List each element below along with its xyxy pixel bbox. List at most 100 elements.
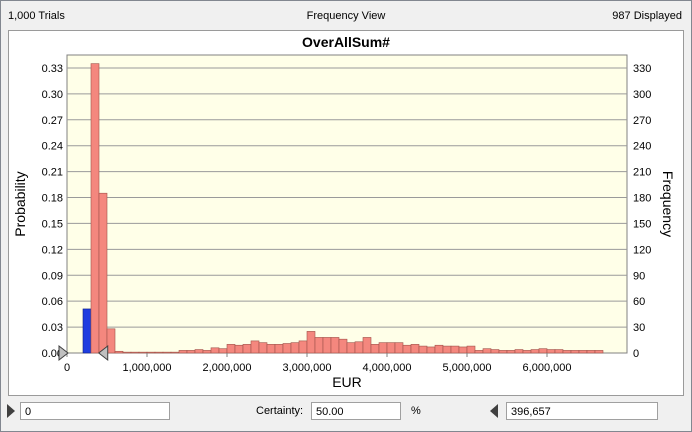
x-tick-label: 1,000,000 (123, 362, 172, 374)
trials-count: 1,000 Trials (8, 10, 65, 22)
histogram-bar (394, 342, 404, 354)
histogram-bar (498, 350, 508, 354)
left-grabber-icon (58, 344, 69, 362)
histogram-bar (122, 351, 132, 354)
y-tick-label-left: 0.30 (42, 89, 63, 101)
histogram-bar (450, 345, 460, 354)
histogram-bar (482, 348, 492, 354)
histogram-bar (570, 350, 580, 354)
histogram-bar (458, 346, 468, 354)
percent-label: % (411, 405, 421, 417)
x-tick-label: 4,000,000 (363, 362, 412, 374)
y-tick-label-right: 60 (633, 296, 645, 308)
histogram-bar (578, 350, 588, 354)
histogram-bar (242, 344, 252, 354)
histogram-bar (290, 342, 300, 354)
y-tick-label-left: 0.24 (42, 141, 63, 153)
histogram-bar (410, 344, 420, 354)
histogram-bar (354, 341, 364, 354)
histogram-bar (146, 351, 156, 354)
y-tick-label-right: 330 (633, 63, 651, 75)
histogram-bar (434, 344, 444, 354)
y-tick-label-right: 240 (633, 141, 651, 153)
histogram-bar (90, 63, 100, 354)
chart-panel: OverAllSum# 0.00 0 0.03 30 0.06 60 0.09 90 0.12 12… (8, 30, 684, 396)
y-axis-label-right: Frequency (660, 171, 676, 237)
lower-bound-input[interactable]: 0 (20, 402, 170, 420)
histogram-bar (442, 345, 452, 354)
y-tick-label-left: 0.00 (42, 348, 63, 360)
histogram-bar (170, 351, 180, 354)
x-tick-label: 0 (64, 362, 70, 374)
histogram-bar (362, 337, 372, 354)
upper-bound-input[interactable]: 396,657 (506, 402, 658, 420)
histogram-bar (202, 350, 212, 354)
histogram-bar (274, 344, 284, 354)
histogram-bar (594, 350, 604, 354)
right-grabber-icon (97, 344, 109, 362)
y-tick-label-left: 0.12 (42, 244, 63, 256)
plot-area (66, 54, 628, 354)
histogram-bar (322, 337, 332, 354)
histogram-bar (98, 192, 108, 354)
histogram-bar (586, 350, 596, 354)
y-tick-label-left: 0.06 (42, 296, 63, 308)
histogram-bar (250, 340, 260, 354)
histogram-bar (298, 340, 308, 354)
y-tick-label-left: 0.21 (42, 167, 63, 179)
histogram-bar (474, 350, 484, 354)
x-axis-label: EUR (332, 374, 362, 390)
y-tick-label-right: 300 (633, 89, 651, 101)
certainty-input[interactable]: 50.00 (311, 402, 401, 420)
histogram-bar (490, 349, 500, 354)
histogram-bar (330, 337, 340, 354)
y-tick-label-left: 0.03 (42, 322, 63, 334)
histogram-bar (266, 344, 276, 354)
histogram-bar (162, 351, 172, 354)
histogram-bar (418, 345, 428, 354)
histogram-bar (154, 351, 164, 354)
y-tick-label-right: 150 (633, 218, 651, 230)
histogram-bar (386, 342, 396, 354)
histogram-bar (402, 344, 412, 354)
histogram-bar (562, 350, 572, 354)
y-tick-label-right: 210 (633, 167, 651, 179)
histogram-bar (338, 338, 348, 354)
histogram-bar (514, 349, 524, 354)
histogram-bar (378, 342, 388, 354)
histogram-bar (506, 350, 516, 354)
histogram-bar (538, 348, 548, 354)
y-tick-label-left: 0.18 (42, 193, 63, 205)
histogram-bar (234, 344, 244, 354)
y-tick-label-right: 270 (633, 115, 651, 127)
histogram-bar (370, 344, 380, 354)
y-tick-label-right: 120 (633, 244, 651, 256)
histogram-bar (218, 348, 228, 354)
y-tick-label-right: 30 (633, 322, 645, 334)
histogram-bar (346, 342, 356, 354)
y-tick-label-left: 0.27 (42, 115, 63, 127)
y-tick-label-right: 90 (633, 270, 645, 282)
left-certainty-handle-icon[interactable] (7, 404, 15, 418)
y-tick-label-left: 0.15 (42, 218, 63, 230)
histogram-bar (138, 351, 148, 354)
histogram-bar (554, 349, 564, 354)
histogram-bar (82, 308, 92, 354)
frequency-chart: OverAllSum#0.00 00.03 300.06 600.09 900.12 12… (12, 34, 676, 390)
x-tick-label: 6,000,000 (523, 362, 572, 374)
histogram-bar (314, 337, 324, 354)
histogram-bar (186, 350, 196, 354)
histogram-bar (282, 343, 292, 354)
histogram-bar (546, 349, 556, 354)
histogram-bar (194, 349, 204, 354)
histogram-bar (226, 344, 236, 354)
certainty-label: Certainty: (256, 405, 304, 417)
y-tick-label-left: 0.33 (42, 63, 63, 75)
x-tick-label: 3,000,000 (283, 362, 332, 374)
right-certainty-handle-icon[interactable] (490, 404, 498, 418)
histogram-bar (530, 349, 540, 354)
histogram-bar (466, 345, 476, 354)
y-tick-label-left: 0.09 (42, 270, 63, 282)
x-tick-label: 2,000,000 (203, 362, 252, 374)
histogram-bar (106, 328, 116, 354)
